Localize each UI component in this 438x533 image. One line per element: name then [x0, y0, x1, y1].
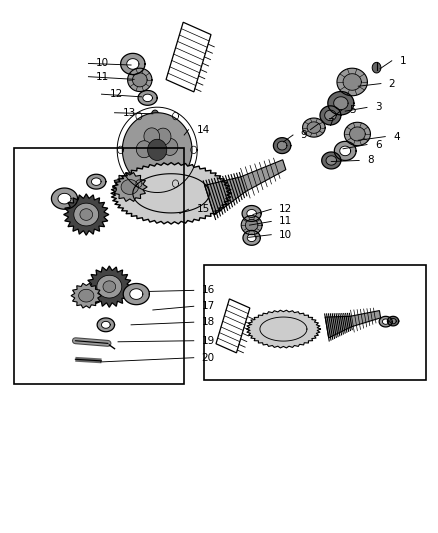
Polygon shape: [58, 193, 71, 204]
Polygon shape: [136, 141, 152, 158]
Polygon shape: [344, 122, 371, 146]
Polygon shape: [343, 74, 361, 90]
Polygon shape: [205, 160, 286, 215]
Polygon shape: [382, 319, 389, 324]
Polygon shape: [325, 311, 381, 338]
Text: 19: 19: [201, 336, 215, 346]
Text: 11: 11: [96, 71, 110, 82]
Polygon shape: [245, 220, 258, 231]
Polygon shape: [277, 141, 287, 150]
Text: 12: 12: [279, 204, 292, 214]
Polygon shape: [122, 113, 192, 187]
Text: 15: 15: [196, 204, 210, 214]
Polygon shape: [121, 180, 138, 195]
Text: 6: 6: [375, 140, 381, 150]
Polygon shape: [102, 321, 110, 328]
Text: 20: 20: [201, 353, 215, 362]
Text: 14: 14: [196, 125, 210, 135]
Text: 4: 4: [393, 132, 400, 142]
Polygon shape: [372, 62, 381, 73]
Polygon shape: [143, 94, 152, 102]
Polygon shape: [247, 310, 321, 348]
Text: 1: 1: [399, 56, 406, 66]
Polygon shape: [127, 59, 139, 69]
Polygon shape: [120, 53, 145, 75]
Polygon shape: [247, 234, 256, 241]
Polygon shape: [243, 230, 260, 245]
Polygon shape: [97, 275, 122, 298]
Polygon shape: [152, 110, 159, 118]
Polygon shape: [97, 318, 115, 332]
Polygon shape: [388, 317, 399, 326]
Polygon shape: [322, 152, 341, 169]
Polygon shape: [303, 118, 325, 137]
Polygon shape: [127, 68, 152, 92]
Polygon shape: [113, 173, 147, 201]
Text: 11: 11: [279, 216, 292, 227]
Text: 10: 10: [279, 230, 292, 240]
Text: 18: 18: [201, 317, 215, 327]
Polygon shape: [148, 139, 167, 160]
Text: 16: 16: [201, 285, 215, 295]
Polygon shape: [166, 22, 211, 92]
Text: 2: 2: [389, 78, 396, 88]
Polygon shape: [138, 91, 157, 106]
Polygon shape: [64, 194, 109, 235]
Polygon shape: [87, 266, 132, 308]
Polygon shape: [123, 284, 149, 305]
Polygon shape: [74, 203, 99, 226]
Polygon shape: [216, 299, 250, 353]
Text: 5: 5: [350, 105, 356, 115]
Polygon shape: [162, 139, 178, 156]
Polygon shape: [337, 68, 367, 96]
Polygon shape: [390, 319, 396, 324]
Polygon shape: [350, 127, 365, 141]
Text: 9: 9: [301, 130, 307, 140]
Polygon shape: [247, 209, 256, 217]
Text: 8: 8: [367, 156, 374, 165]
Polygon shape: [242, 206, 261, 221]
Polygon shape: [334, 97, 348, 110]
Polygon shape: [103, 281, 116, 293]
Polygon shape: [241, 216, 262, 235]
Polygon shape: [325, 110, 336, 120]
Polygon shape: [130, 289, 143, 300]
Polygon shape: [111, 163, 231, 224]
Text: 3: 3: [375, 102, 381, 112]
Polygon shape: [132, 73, 147, 87]
Polygon shape: [334, 141, 356, 160]
Bar: [204, 265, 426, 381]
Polygon shape: [80, 209, 92, 220]
Polygon shape: [51, 188, 78, 209]
Polygon shape: [144, 128, 159, 145]
Polygon shape: [379, 317, 392, 327]
Polygon shape: [92, 178, 101, 185]
Polygon shape: [307, 122, 321, 133]
Polygon shape: [273, 138, 291, 154]
Text: 13: 13: [122, 108, 136, 118]
Polygon shape: [87, 174, 106, 189]
Text: 7: 7: [327, 118, 334, 128]
Bar: [14, 148, 184, 384]
Text: 12: 12: [110, 89, 123, 99]
Polygon shape: [155, 128, 171, 145]
Text: 10: 10: [96, 59, 110, 68]
Polygon shape: [326, 156, 336, 165]
Polygon shape: [328, 92, 354, 115]
Polygon shape: [79, 289, 94, 302]
Polygon shape: [71, 283, 102, 308]
Polygon shape: [340, 146, 351, 156]
Text: 17: 17: [201, 301, 215, 311]
Polygon shape: [320, 106, 341, 125]
